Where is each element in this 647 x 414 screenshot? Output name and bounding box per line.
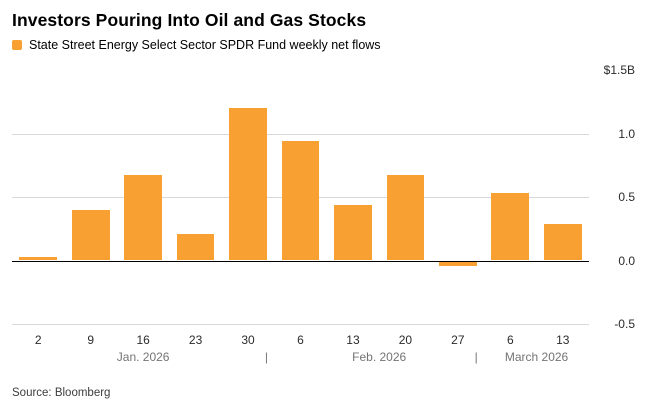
- chart: 2 9 16 23 30 6 13 20 27 6 13 Jan. 2026 | Feb. 2026 | M…: [12, 63, 635, 367]
- gridline: [12, 133, 589, 135]
- plot-area: [12, 70, 589, 325]
- bar-week-23: [176, 233, 215, 261]
- x-axis-labels: 2 9 16 23 30 6 13 20 27 6 13: [12, 333, 589, 347]
- month-label: Jan. 2026: [116, 350, 170, 364]
- x-tick-label: 13: [346, 333, 360, 347]
- x-tick-label: 2: [34, 333, 42, 347]
- month-separator: |: [474, 350, 478, 364]
- x-tick-label: 9: [87, 333, 95, 347]
- month-label: March 2026: [504, 350, 569, 364]
- bar-week-13: [543, 223, 582, 261]
- y-tick-label: $1.5B: [603, 63, 635, 77]
- x-tick-label: 23: [188, 333, 203, 347]
- page-title: Investors Pouring Into Oil and Gas Stock…: [12, 10, 367, 30]
- bar-week-16: [124, 175, 163, 261]
- y-axis-labels: $1.5B 1.0 0.5 0.0 -0.5: [589, 63, 635, 331]
- month-label: Feb. 2026: [352, 350, 407, 364]
- x-tick-label: 30: [241, 333, 255, 347]
- y-tick-label: -0.5: [614, 317, 635, 331]
- gridline: [12, 324, 589, 325]
- x-tick-label: 27: [451, 333, 465, 347]
- x-tick-label: 13: [556, 333, 570, 347]
- bar-week-30: [229, 108, 267, 261]
- bar-week-13: [334, 204, 372, 261]
- legend-swatch-icon: [12, 40, 22, 50]
- x-tick-label: 6: [506, 333, 514, 347]
- bar-week-6: [281, 141, 320, 261]
- bar-week-2: [19, 256, 58, 261]
- legend-label: State Street Energy Select Sector SPDR F…: [29, 38, 381, 52]
- y-tick-label: 1.0: [618, 126, 635, 141]
- x-tick-label: 16: [136, 333, 150, 347]
- x-tick-label: 6: [297, 333, 304, 347]
- source-note: Source: Bloomberg: [12, 387, 111, 399]
- bar-week-9: [71, 209, 110, 261]
- legend: State Street Energy Select Sector SPDR F…: [12, 38, 635, 52]
- bar-week-6: [491, 193, 530, 261]
- y-tick-label: 0.5: [618, 190, 635, 204]
- y-tick-label: 0.0: [618, 253, 635, 268]
- bar-week-20: [386, 175, 425, 261]
- zero-line: [12, 260, 589, 262]
- month-separator: |: [264, 350, 268, 364]
- month-labels: Jan. 2026 | Feb. 2026 | March 2026: [12, 350, 589, 367]
- bar-week-27: [438, 260, 477, 266]
- x-tick-label: 20: [398, 333, 413, 347]
- plot-column: 2 9 16 23 30 6 13 20 27 6 13 Jan. 2026 | Feb. 2026 | M…: [12, 70, 589, 367]
